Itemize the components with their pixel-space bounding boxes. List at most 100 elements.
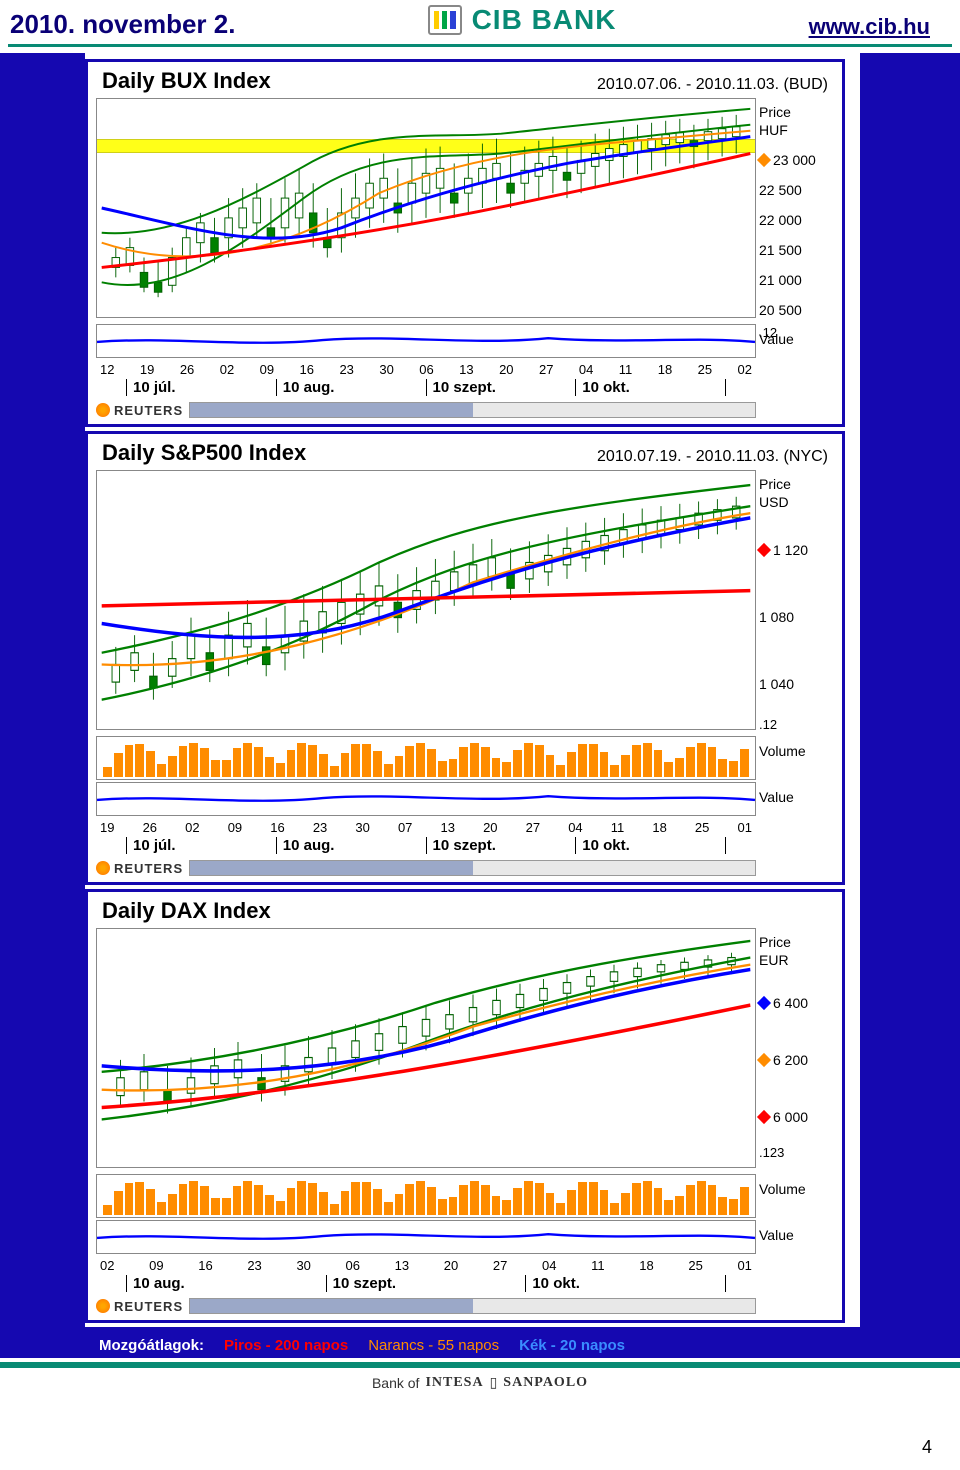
reuters-icon <box>96 403 110 417</box>
left-filler-column <box>0 53 85 1358</box>
y-tick-label: 22 000 <box>759 212 802 228</box>
y-tick-label: 1 040 <box>759 676 794 692</box>
y-tick: 6 200 <box>759 1032 833 1089</box>
reuters-logo: REUTERS <box>96 403 183 418</box>
y-tick-label: 23 000 <box>773 152 816 168</box>
volume-panel: Volume <box>96 1174 756 1218</box>
y-tick-label: 6 400 <box>773 995 808 1011</box>
x-tick: 02 <box>185 820 199 835</box>
x-tick: 11 <box>611 820 625 835</box>
chart-footer-row: REUTERS <box>96 402 756 418</box>
x-tick: 23 <box>313 820 327 835</box>
x-month-label: 10 okt. <box>575 379 726 396</box>
x-tick: 27 <box>526 820 540 835</box>
chart-plot-area: PriceUSD1 1201 0801 040.12 <box>96 470 756 730</box>
x-tick: 04 <box>542 1258 556 1273</box>
x-tick: 26 <box>143 820 157 835</box>
x-month-label: 10 okt. <box>575 837 726 854</box>
bank-of-brand1: INTESA <box>425 1375 483 1391</box>
y-ticks: 1 1201 0801 040.12 <box>759 517 833 732</box>
bank-logo-icon <box>428 5 462 35</box>
x-tick: 12 <box>100 362 114 377</box>
reuters-logo: REUTERS <box>96 861 183 876</box>
x-tick: 18 <box>652 820 666 835</box>
chart-title: Daily BUX Index <box>102 68 271 94</box>
x-tick: 30 <box>355 820 369 835</box>
y-tick: 22 000 <box>759 205 833 235</box>
volume-bars <box>103 1181 749 1215</box>
page: 2010. november 2. CIB BANK www.cib.hu Da… <box>0 0 960 1470</box>
y-tick-label: 22 500 <box>759 182 802 198</box>
chart-scrollbar[interactable] <box>189 860 756 876</box>
y-tick-label: 1 080 <box>759 609 794 625</box>
y-ticks: 23 00022 50022 00021 50021 00020 500.12 <box>759 145 833 340</box>
reuters-icon <box>96 861 110 875</box>
x-tick: 20 <box>444 1258 458 1273</box>
scrollbar-thumb[interactable] <box>190 861 472 875</box>
chart-date-range: 2010.07.06. - 2010.11.03. (BUD) <box>597 76 828 94</box>
value-panel: Value <box>96 324 756 358</box>
y-tick: 22 500 <box>759 175 833 205</box>
bank-logo-text: CIB BANK <box>472 4 617 36</box>
chart-date-range: 2010.07.19. - 2010.11.03. (NYC) <box>597 448 828 466</box>
bank-of-footer: Bank of INTESA ▯ SANPAOLO <box>0 1368 960 1397</box>
reuters-text: REUTERS <box>114 861 183 876</box>
x-tick: 23 <box>339 362 353 377</box>
x-tick: 20 <box>499 362 513 377</box>
y-tick: 21 500 <box>759 235 833 265</box>
x-tick: 19 <box>140 362 154 377</box>
scrollbar-thumb[interactable] <box>190 403 472 417</box>
x-tick: 11 <box>591 1258 605 1273</box>
chart-scrollbar[interactable] <box>189 402 756 418</box>
x-tick: 23 <box>247 1258 261 1273</box>
x-tick: 09 <box>260 362 274 377</box>
y-tick-label: 21 500 <box>759 242 802 258</box>
chart-scrollbar[interactable] <box>189 1298 756 1314</box>
subpanel-label: Value <box>759 331 833 347</box>
x-tick: 02 <box>220 362 234 377</box>
y-tick: 6 000 <box>759 1088 833 1145</box>
content-row: Daily BUX Index 2010.07.06. - 2010.11.03.… <box>0 53 960 1358</box>
moving-averages-legend: Mozgóátlagok: Piros - 200 napos Narancs … <box>85 1327 860 1358</box>
page-header: 2010. november 2. CIB BANK www.cib.hu <box>0 0 960 44</box>
charts-column: Daily BUX Index 2010.07.06. - 2010.11.03.… <box>85 53 860 1358</box>
chart-title-row: Daily DAX Index <box>88 892 842 928</box>
header-divider <box>8 44 952 47</box>
site-link[interactable]: www.cib.hu <box>809 14 930 40</box>
x-month-label: 10 júl. <box>126 837 276 854</box>
value-panel: Value <box>96 1220 756 1254</box>
chart-footer-row: REUTERS <box>96 1298 756 1314</box>
x-tick: 04 <box>568 820 582 835</box>
chart-title: Daily DAX Index <box>102 898 271 924</box>
x-tick: 04 <box>579 362 593 377</box>
x-tick: 26 <box>180 362 194 377</box>
x-tick: 13 <box>441 820 455 835</box>
reuters-text: REUTERS <box>114 403 183 418</box>
header-date: 2010. november 2. <box>10 9 235 40</box>
series-marker-icon <box>757 1053 771 1067</box>
x-tick: 19 <box>100 820 114 835</box>
x-month-label: 10 aug. <box>276 837 426 854</box>
y-tick: 23 000 <box>759 145 833 175</box>
x-month-label: 10 szept. <box>326 1275 526 1292</box>
page-number: 4 <box>922 1437 932 1458</box>
y-tick-label: 21 000 <box>759 272 802 288</box>
chart-plot-area: PriceEUR6 4006 2006 000.123 <box>96 928 756 1168</box>
y-tick: 21 000 <box>759 265 833 295</box>
bank-of-brand2: SANPAOLO <box>503 1375 588 1391</box>
y-tick: 20 500 <box>759 295 833 325</box>
x-tick: 01 <box>737 1258 751 1273</box>
chart-svg <box>97 929 755 1167</box>
volume-bars <box>103 743 749 777</box>
x-axis: 1926020916233007132027041118250110 júl.1… <box>96 820 756 854</box>
scrollbar-thumb[interactable] <box>190 1299 472 1313</box>
x-tick: 01 <box>737 820 751 835</box>
x-tick: 30 <box>296 1258 310 1273</box>
x-tick: 27 <box>539 362 553 377</box>
x-tick: 13 <box>395 1258 409 1273</box>
y-tick: 1 040 <box>759 650 833 717</box>
subpanel-label: Value <box>759 789 833 805</box>
x-tick: 16 <box>198 1258 212 1273</box>
x-tick: 25 <box>695 820 709 835</box>
chart-footer-row: REUTERS <box>96 860 756 876</box>
